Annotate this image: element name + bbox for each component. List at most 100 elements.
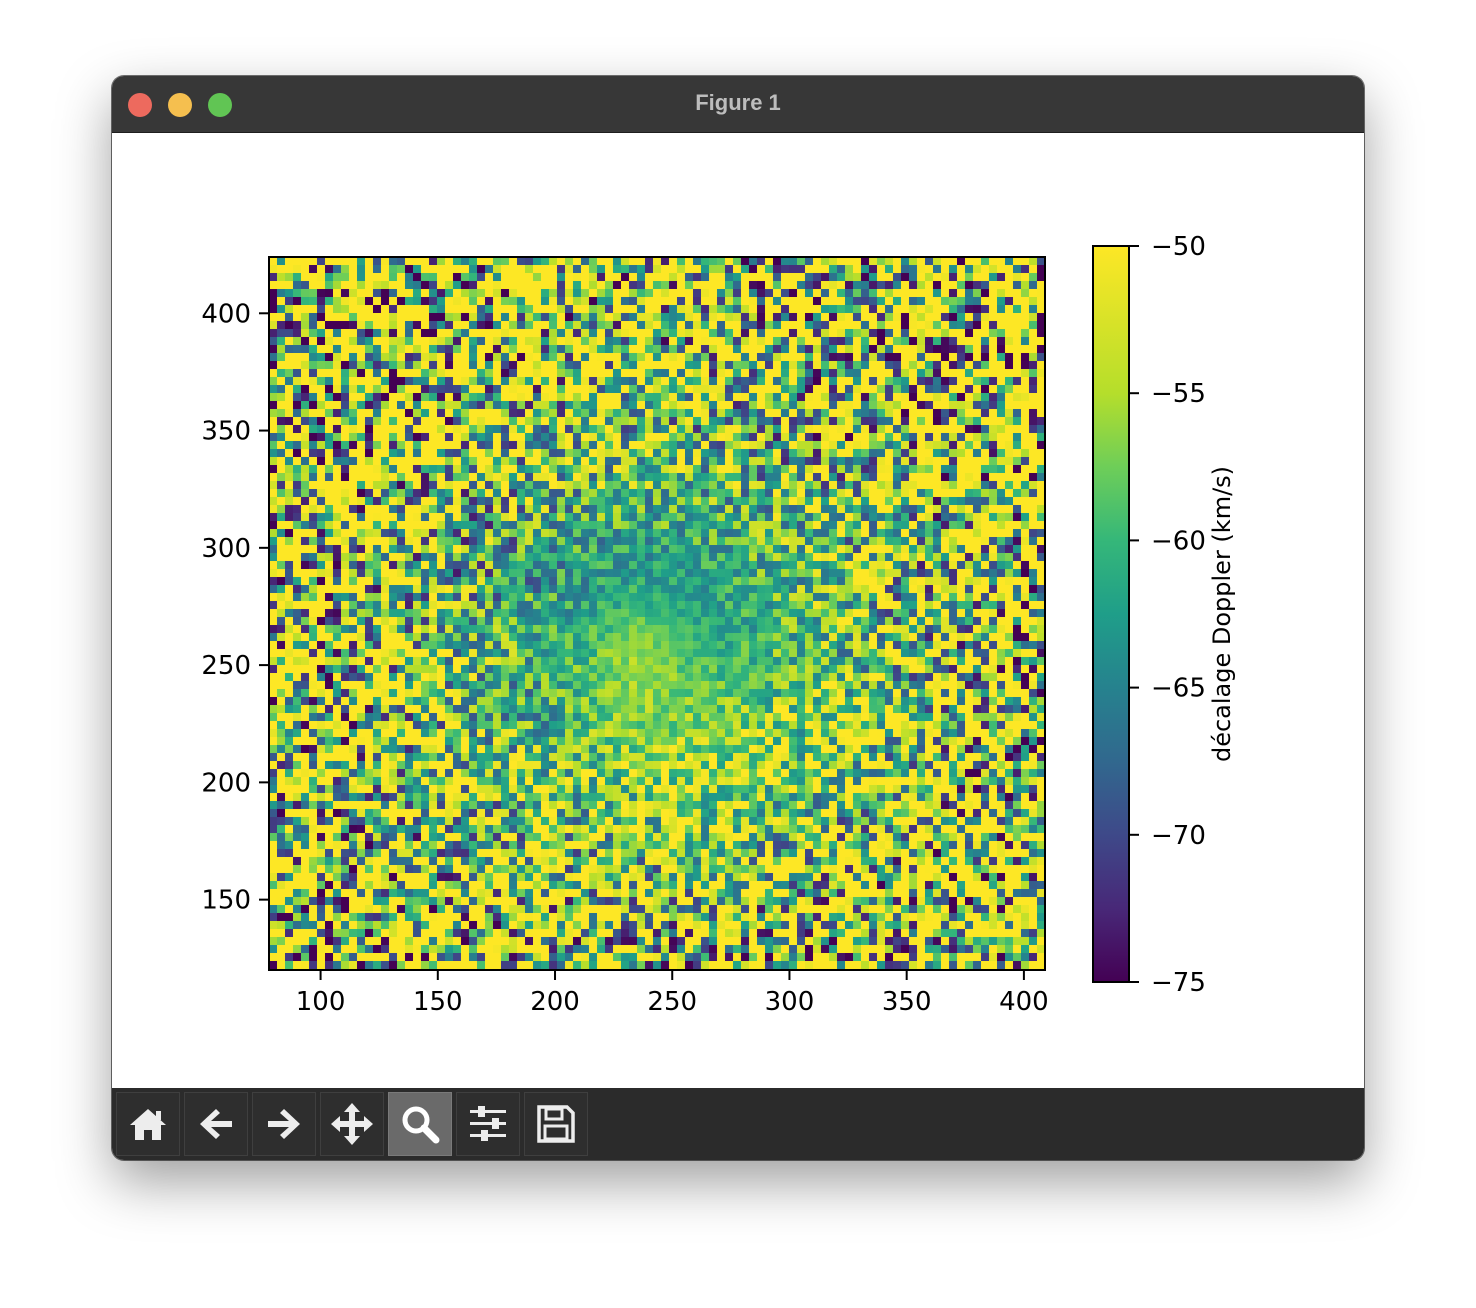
heatmap-cell	[1005, 601, 1013, 609]
heatmap-cell	[333, 553, 341, 561]
heatmap-cell	[477, 457, 485, 465]
heatmap-cell	[901, 529, 909, 537]
heatmap-cell	[613, 537, 621, 545]
heatmap-cell	[357, 569, 365, 577]
heatmap-cell	[717, 401, 725, 409]
heatmap-cell	[741, 281, 749, 289]
heatmap-cell	[781, 481, 789, 489]
heatmap-cell	[389, 393, 397, 401]
heatmap-cell	[821, 505, 829, 513]
heatmap-cell	[301, 449, 309, 457]
heatmap-cell	[533, 265, 541, 273]
heatmap-cell	[549, 433, 557, 441]
heatmap-cell	[277, 473, 285, 481]
heatmap-cell	[565, 665, 573, 673]
heatmap-cell	[613, 465, 621, 473]
heatmap-cell	[789, 337, 797, 345]
heatmap-cell	[781, 409, 789, 417]
heatmap-cell	[741, 489, 749, 497]
heatmap-cell	[589, 473, 597, 481]
heatmap-cell	[949, 409, 957, 417]
heatmap-cell	[1037, 257, 1045, 265]
heatmap-cell	[373, 665, 381, 673]
zoom-window-button[interactable]	[208, 93, 232, 117]
heatmap-cell	[541, 601, 549, 609]
heatmap-cell	[781, 561, 789, 569]
heatmap-cell	[509, 465, 517, 473]
heatmap-cell	[917, 657, 925, 665]
heatmap-cell	[845, 513, 853, 521]
heatmap-cell	[949, 481, 957, 489]
heatmap-cell	[645, 361, 653, 369]
heatmap-cell	[1037, 321, 1045, 329]
heatmap-cell	[589, 465, 597, 473]
heatmap-cell	[517, 337, 525, 345]
heatmap-cell	[381, 305, 389, 313]
heatmap-cell	[845, 529, 853, 537]
heatmap-cell	[829, 593, 837, 601]
heatmap-cell	[541, 553, 549, 561]
heatmap-cell	[877, 601, 885, 609]
close-window-button[interactable]	[128, 93, 152, 117]
heatmap-cell	[509, 313, 517, 321]
heatmap-cell	[749, 457, 757, 465]
heatmap-cell	[709, 553, 717, 561]
heatmap-cell	[885, 337, 893, 345]
heatmap-cell	[845, 321, 853, 329]
heatmap-cell	[421, 265, 429, 273]
heatmap-cell	[453, 497, 461, 505]
heatmap-cell	[445, 257, 453, 265]
heatmap-cell	[421, 489, 429, 497]
heatmap-cell	[757, 513, 765, 521]
heatmap-cell	[605, 297, 613, 305]
heatmap-cell	[589, 417, 597, 425]
heatmap-cell	[981, 617, 989, 625]
heatmap-cell	[429, 465, 437, 473]
plot-area[interactable]: 100 150 200 250 300 350 400 150200250300350400…	[112, 133, 1364, 1088]
heatmap-cell	[645, 521, 653, 529]
heatmap-cell	[501, 425, 509, 433]
heatmap-cell	[957, 345, 965, 353]
heatmap-cell	[885, 409, 893, 417]
heatmap-cell	[677, 409, 685, 417]
heatmap-cell	[861, 617, 869, 625]
heatmap-cell	[941, 273, 949, 281]
heatmap-cell	[629, 553, 637, 561]
heatmap-cell	[269, 657, 277, 665]
heatmap-cell	[725, 489, 733, 497]
heatmap-cell	[269, 545, 277, 553]
heatmap-cell	[885, 313, 893, 321]
heatmap-cell	[525, 449, 533, 457]
heatmap-cell	[661, 369, 669, 377]
heatmap-cell	[909, 337, 917, 345]
heatmap-cell	[317, 569, 325, 577]
heatmap-cell	[797, 649, 805, 657]
heatmap-cell	[301, 585, 309, 593]
heatmap-cell	[981, 601, 989, 609]
heatmap-cell	[525, 345, 533, 353]
heatmap-cell	[365, 641, 373, 649]
heatmap-cell	[597, 329, 605, 337]
heatmap-cell	[293, 577, 301, 585]
heatmap-cell	[973, 417, 981, 425]
heatmap-cell	[349, 465, 357, 473]
heatmap-cell	[749, 289, 757, 297]
heatmap-cell	[429, 369, 437, 377]
heatmap-cell	[693, 361, 701, 369]
heatmap-cell	[341, 641, 349, 649]
heatmap-cell	[709, 537, 717, 545]
heatmap-cell	[829, 409, 837, 417]
heatmap-cell	[949, 473, 957, 481]
heatmap-cell	[445, 657, 453, 665]
heatmap-cell	[509, 609, 517, 617]
heatmap-cell	[365, 281, 373, 289]
heatmap-cell	[949, 257, 957, 265]
doppler-heatmap[interactable]	[269, 257, 1045, 970]
figure-canvas[interactable]: 100 150 200 250 300 350 400 150 200 250 300 350 400…	[112, 133, 1364, 1088]
minimize-window-button[interactable]	[168, 93, 192, 117]
heatmap-cell	[509, 497, 517, 505]
heatmap-cell	[365, 513, 373, 521]
heatmap-cell	[581, 481, 589, 489]
heatmap-cell	[789, 401, 797, 409]
heatmap-cell	[853, 441, 861, 449]
